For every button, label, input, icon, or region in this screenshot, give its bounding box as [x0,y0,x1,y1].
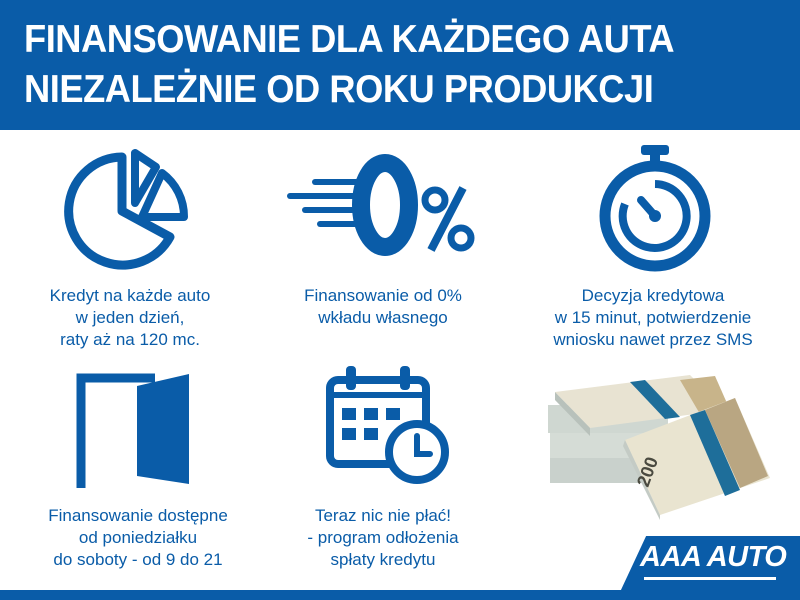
feature-text-line: Finansowanie od 0% [304,286,462,305]
feature-opening-hours: Finansowanie dostępne od poniedziałku do… [8,505,268,571]
brand-logo: AAA AUTO [640,541,787,573]
feature-text-line: Finansowanie dostępne [48,506,228,525]
headline-line-1: FINANSOWANIE DLA KAŻDEGO AUTA [24,18,675,61]
feature-text-line: Decyzja kredytowa [581,286,725,305]
feature-text-line: w jeden dzień, [75,308,185,327]
feature-pay-later: Teraz nic nie płać! - program odłożenia … [253,505,513,571]
calendar-clock-icon [326,366,449,484]
zero-percent-icon [287,154,475,256]
bottom-bar [0,590,800,600]
feature-text-line: do soboty - od 9 do 21 [53,550,223,569]
brand-logo-underline [644,577,776,580]
feature-credit-any-car: Kredyt na każde auto w jeden dzień, raty… [0,285,260,351]
feature-text-line: wniosku nawet przez SMS [553,330,753,349]
headline-line-2: NIEZALEŻNIE OD ROKU PRODUKCJI [24,68,654,111]
feature-text-line: w 15 minut, potwierdzenie [554,308,752,327]
banknote-stack-image: 200 [548,375,770,520]
feature-text-line: Teraz nic nie płać! [314,506,452,525]
stopwatch-icon [599,145,711,272]
feature-credit-decision: Decyzja kredytowa w 15 minut, potwierdze… [523,285,783,351]
feature-text-line: - program odłożenia [307,528,459,547]
feature-text-line: raty aż na 120 mc. [60,330,200,349]
feature-text-line: wkładu własnego [318,308,448,327]
feature-zero-down: Finansowanie od 0% wkładu własnego [253,285,513,329]
feature-text-line: Kredyt na każde auto [49,286,211,305]
feature-text-line: od poniedziałku [78,528,198,547]
open-door-icon [76,373,189,488]
pie-chart-icon [64,149,189,270]
header-banner: FINANSOWANIE DLA KAŻDEGO AUTA NIEZALEŻNI… [0,0,800,130]
feature-text-line: spłaty kredytu [330,550,436,569]
